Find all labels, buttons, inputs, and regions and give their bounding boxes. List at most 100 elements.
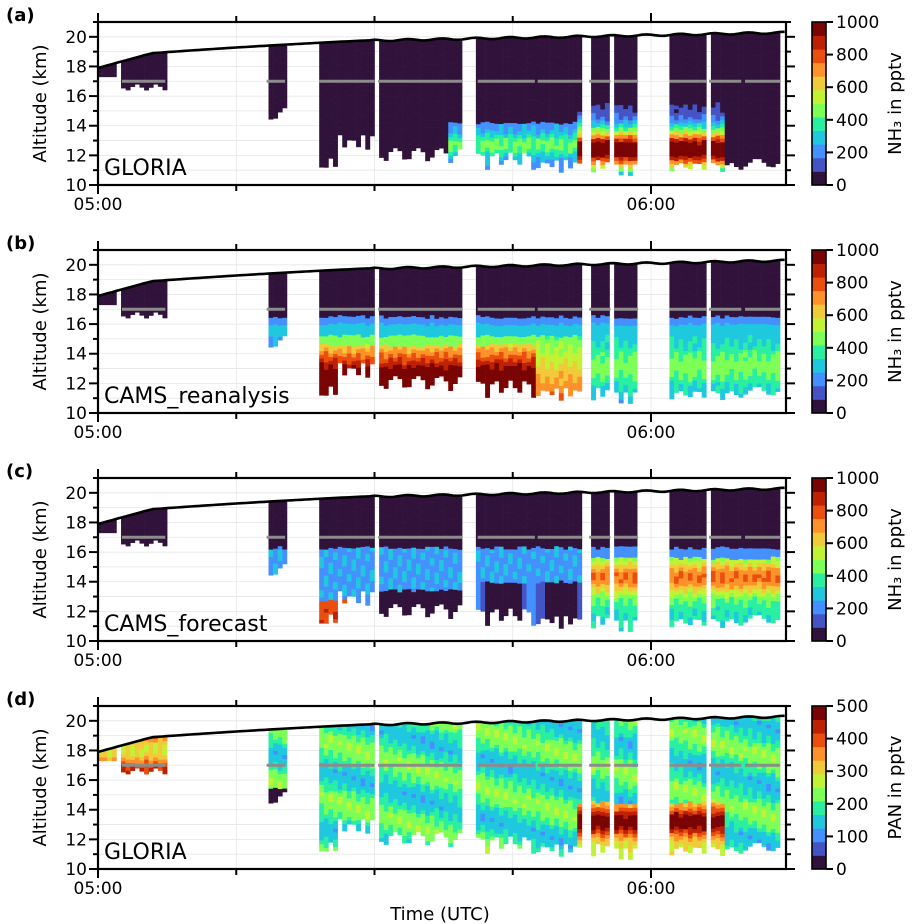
heatmap-cell [678, 133, 684, 138]
heatmap-cell [683, 137, 689, 142]
heatmap-cell [572, 334, 578, 339]
heatmap-cell [531, 47, 537, 52]
heatmap-cell [563, 119, 569, 124]
heatmap-cell [531, 327, 537, 332]
heatmap-cell [388, 301, 394, 306]
heatmap-cell [503, 317, 509, 322]
heatmap-cell [521, 366, 527, 371]
heatmap-cell [369, 84, 375, 89]
heatmap-cell [420, 85, 426, 90]
heatmap-cell [383, 384, 389, 389]
heatmap-cell [379, 124, 385, 129]
heatmap-cell [434, 348, 440, 353]
heatmap-cell [443, 90, 449, 95]
heatmap-cell [425, 105, 431, 110]
heatmap-cell [319, 74, 325, 79]
heatmap-cell [107, 65, 113, 70]
heatmap-cell [411, 72, 417, 77]
heatmap-cell [333, 133, 338, 138]
heatmap-cell [402, 302, 408, 307]
heatmap-cell [715, 90, 721, 95]
heatmap-cell [402, 342, 408, 347]
heatmap-cell [415, 107, 421, 112]
heatmap-cell [448, 309, 454, 314]
heatmap-cell [761, 33, 767, 37]
heatmap-cell [526, 107, 532, 112]
heatmap-cell [406, 103, 412, 108]
heatmap-cell [715, 61, 721, 66]
heatmap-cell [365, 64, 371, 69]
heatmap-cell [498, 145, 504, 150]
heatmap-cell [498, 385, 504, 390]
heatmap-cell [392, 125, 398, 130]
heatmap-cell [563, 295, 569, 300]
heatmap-cell [554, 145, 560, 150]
heatmap-cell [365, 97, 371, 102]
heatmap-cell [540, 51, 546, 56]
heatmap-cell [540, 286, 546, 291]
heatmap-cell [475, 325, 481, 331]
heatmap-cell [383, 310, 389, 315]
heatmap-cell [406, 283, 412, 288]
heatmap-cell [720, 49, 726, 54]
heatmap-cell [494, 38, 500, 43]
heatmap-cell [369, 128, 375, 133]
heatmap-cell [475, 72, 481, 77]
heatmap-cell [489, 85, 495, 90]
heatmap-cell [715, 109, 721, 114]
heatmap-cell [568, 82, 573, 87]
heatmap-cell [273, 59, 279, 64]
heatmap-cell [383, 149, 389, 154]
heatmap-cell [669, 100, 675, 105]
heatmap-cell [549, 354, 555, 359]
heatmap-cell [558, 311, 564, 316]
heatmap-cell [360, 127, 366, 132]
heatmap-cell [535, 138, 541, 143]
heatmap-cell [439, 279, 444, 284]
heatmap-cell [457, 362, 463, 367]
heatmap-cell [402, 59, 408, 64]
heatmap-cell [498, 381, 504, 386]
heatmap-cell [420, 144, 426, 149]
heatmap-cell [558, 61, 564, 66]
heatmap-cell [457, 291, 463, 296]
y-tick-label: 16 [65, 87, 87, 107]
heatmap-cell [443, 366, 449, 371]
heatmap-cell [600, 109, 606, 114]
heatmap-cell [508, 111, 514, 116]
heatmap-cell [618, 138, 624, 143]
heatmap-cell [342, 61, 348, 66]
heatmap-cell [549, 140, 555, 145]
heatmap-cell [692, 130, 698, 135]
heatmap-cell [535, 75, 541, 80]
heatmap-cell [360, 105, 366, 110]
heatmap-cell [420, 88, 426, 93]
heatmap-cell [392, 107, 398, 112]
heatmap-cell [535, 318, 541, 323]
heatmap-cell [743, 151, 749, 156]
heatmap-cell [766, 133, 772, 138]
heatmap-cell [591, 120, 596, 125]
heatmap-cell [323, 287, 329, 292]
heatmap-cell [323, 302, 329, 307]
heatmap-cell [770, 137, 776, 142]
heatmap-cell [475, 135, 481, 140]
heatmap-cell [443, 116, 449, 121]
heatmap-cell [342, 282, 348, 287]
heatmap-cell [319, 104, 325, 109]
heatmap-cell [475, 127, 481, 132]
heatmap-cell [738, 54, 744, 59]
heatmap-cell [411, 315, 417, 320]
heatmap-cell [535, 336, 541, 341]
heatmap-cell [498, 336, 504, 341]
heatmap-cell [558, 87, 564, 92]
heatmap-cell [535, 90, 541, 95]
heatmap-cell [729, 92, 735, 97]
heatmap-cell [503, 82, 509, 87]
heatmap-cell [733, 151, 739, 156]
heatmap-cell [475, 270, 481, 275]
heatmap-cell [604, 43, 610, 48]
heatmap-cell [369, 132, 375, 137]
heatmap-cell [674, 60, 679, 65]
heatmap-cell [669, 63, 675, 68]
